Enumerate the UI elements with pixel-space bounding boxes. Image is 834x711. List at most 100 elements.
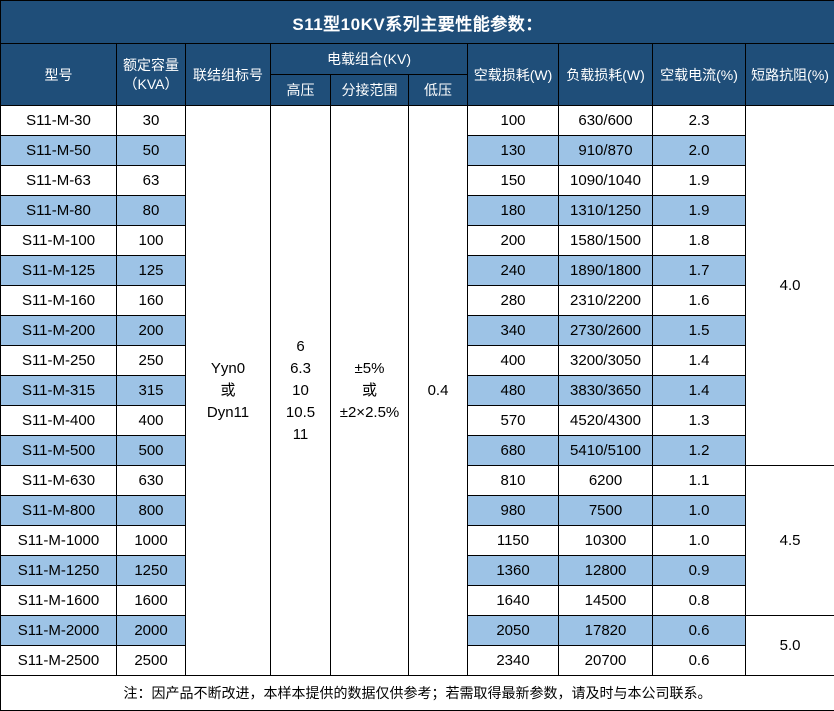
load-loss-cell: 2310/2200: [559, 286, 653, 316]
capacity-cell: 400: [117, 406, 186, 436]
capacity-cell: 500: [117, 436, 186, 466]
col-header-load-loss: 负载损耗(W): [559, 44, 653, 106]
no-load-current-cell: 1.1: [653, 466, 746, 496]
no-load-loss-cell: 480: [468, 376, 559, 406]
vector-group-cell-line: 或: [186, 380, 270, 402]
load-loss-cell: 5410/5100: [559, 436, 653, 466]
model-cell: S11-M-315: [1, 376, 117, 406]
load-loss-cell: 12800: [559, 556, 653, 586]
load-loss-cell: 3830/3650: [559, 376, 653, 406]
load-loss-cell: 14500: [559, 586, 653, 616]
no-load-loss-cell: 1640: [468, 586, 559, 616]
lv-cell: 0.4: [409, 106, 468, 676]
col-header-capacity-line2: （KVA）: [117, 75, 185, 94]
model-cell: S11-M-1000: [1, 526, 117, 556]
col-header-voltage-combo: 电载组合(KV): [271, 44, 468, 75]
hv-cell-line: 10: [271, 380, 330, 402]
load-loss-cell: 10300: [559, 526, 653, 556]
no-load-loss-cell: 400: [468, 346, 559, 376]
col-header-hv: 高压: [271, 75, 331, 106]
col-header-model: 型号: [1, 44, 117, 106]
col-header-lv: 低压: [409, 75, 468, 106]
no-load-loss-cell: 680: [468, 436, 559, 466]
no-load-current-cell: 0.8: [653, 586, 746, 616]
load-loss-cell: 1090/1040: [559, 166, 653, 196]
capacity-cell: 63: [117, 166, 186, 196]
model-cell: S11-M-160: [1, 286, 117, 316]
tap-range-cell: ±5%或±2×2.5%: [331, 106, 409, 676]
no-load-current-cell: 0.9: [653, 556, 746, 586]
capacity-cell: 80: [117, 196, 186, 226]
hv-cell-line: 6: [271, 336, 330, 358]
model-cell: S11-M-80: [1, 196, 117, 226]
capacity-cell: 160: [117, 286, 186, 316]
vector-group-cell-line: Dyn11: [186, 402, 270, 424]
no-load-current-cell: 0.6: [653, 616, 746, 646]
load-loss-cell: 630/600: [559, 106, 653, 136]
impedance-cell: 4.0: [746, 106, 834, 466]
impedance-cell: 4.5: [746, 466, 834, 616]
no-load-current-cell: 1.5: [653, 316, 746, 346]
load-loss-cell: 1580/1500: [559, 226, 653, 256]
no-load-current-cell: 1.2: [653, 436, 746, 466]
lv-cell-line: 0.4: [409, 380, 467, 402]
load-loss-cell: 20700: [559, 646, 653, 676]
col-header-no-load-loss: 空载损耗(W): [468, 44, 559, 106]
hv-cell-line: 10.5: [271, 402, 330, 424]
no-load-current-cell: 1.4: [653, 376, 746, 406]
tap-range-cell-line: 或: [331, 380, 408, 402]
model-cell: S11-M-125: [1, 256, 117, 286]
col-header-vector-group: 联结组标号: [186, 44, 271, 106]
col-header-impedance: 短路抗阻(%): [746, 44, 834, 106]
col-header-capacity: 额定容量 （KVA）: [117, 44, 186, 106]
hv-cell-line: 6.3: [271, 358, 330, 380]
model-cell: S11-M-200: [1, 316, 117, 346]
model-cell: S11-M-30: [1, 106, 117, 136]
no-load-loss-cell: 1150: [468, 526, 559, 556]
model-cell: S11-M-1250: [1, 556, 117, 586]
no-load-loss-cell: 150: [468, 166, 559, 196]
capacity-cell: 50: [117, 136, 186, 166]
load-loss-cell: 1310/1250: [559, 196, 653, 226]
load-loss-cell: 2730/2600: [559, 316, 653, 346]
capacity-cell: 1600: [117, 586, 186, 616]
capacity-cell: 800: [117, 496, 186, 526]
no-load-loss-cell: 280: [468, 286, 559, 316]
no-load-current-cell: 1.6: [653, 286, 746, 316]
col-header-no-load-current: 空载电流(%): [653, 44, 746, 106]
capacity-cell: 630: [117, 466, 186, 496]
model-cell: S11-M-50: [1, 136, 117, 166]
no-load-current-cell: 1.4: [653, 346, 746, 376]
vector-group-cell-line: Yyn0: [186, 358, 270, 380]
no-load-loss-cell: 1360: [468, 556, 559, 586]
model-cell: S11-M-2000: [1, 616, 117, 646]
no-load-loss-cell: 810: [468, 466, 559, 496]
capacity-cell: 100: [117, 226, 186, 256]
load-loss-cell: 7500: [559, 496, 653, 526]
no-load-loss-cell: 980: [468, 496, 559, 526]
model-cell: S11-M-800: [1, 496, 117, 526]
no-load-current-cell: 1.7: [653, 256, 746, 286]
capacity-cell: 200: [117, 316, 186, 346]
no-load-loss-cell: 240: [468, 256, 559, 286]
capacity-cell: 315: [117, 376, 186, 406]
capacity-cell: 30: [117, 106, 186, 136]
capacity-cell: 1000: [117, 526, 186, 556]
load-loss-cell: 1890/1800: [559, 256, 653, 286]
no-load-current-cell: 1.0: [653, 496, 746, 526]
load-loss-cell: 910/870: [559, 136, 653, 166]
tap-range-cell-line: ±5%: [331, 358, 408, 380]
page-title: S11型10KV系列主要性能参数：: [1, 1, 834, 44]
capacity-cell: 125: [117, 256, 186, 286]
model-cell: S11-M-2500: [1, 646, 117, 676]
hv-cell-line: 11: [271, 424, 330, 446]
header-row-1: 型号 额定容量 （KVA） 联结组标号 电载组合(KV) 空载损耗(W) 负载损…: [1, 44, 834, 75]
no-load-current-cell: 1.0: [653, 526, 746, 556]
no-load-current-cell: 2.0: [653, 136, 746, 166]
capacity-cell: 2500: [117, 646, 186, 676]
model-cell: S11-M-400: [1, 406, 117, 436]
capacity-cell: 2000: [117, 616, 186, 646]
